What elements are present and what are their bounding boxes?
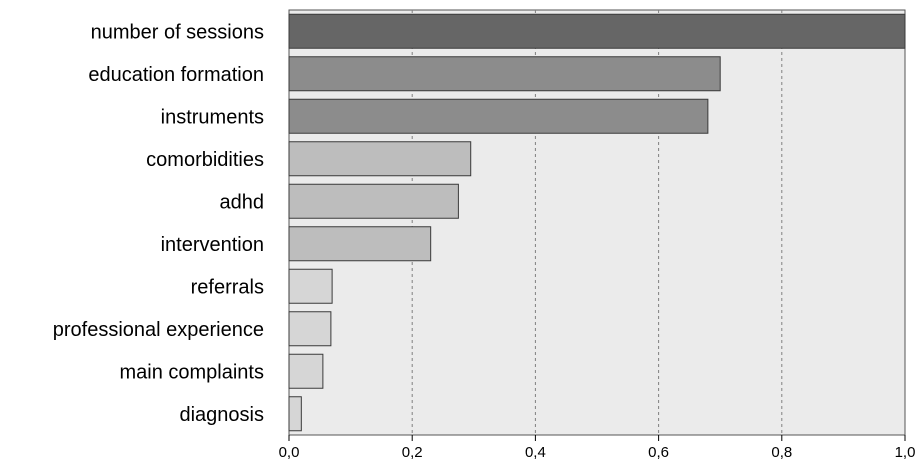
bars — [288, 13, 906, 432]
category-label: diagnosis — [179, 404, 264, 426]
x-tick-label: 0,4 — [525, 444, 546, 461]
category-label: comorbidities — [146, 149, 264, 171]
category-label: education formation — [88, 64, 264, 86]
category-label: main complaints — [119, 361, 264, 383]
category-label: number of sessions — [91, 21, 264, 43]
x-tick-label: 0,2 — [402, 444, 423, 461]
category-label: instruments — [161, 106, 264, 128]
x-tick-label: 0,0 — [279, 444, 300, 461]
category-label: referrals — [191, 276, 264, 298]
category-label: adhd — [220, 191, 265, 213]
bar — [288, 396, 302, 432]
x-axis: 0,0 0,2 0,4 0,6 0,8 1,0 — [279, 435, 916, 461]
x-tick-label: 0,6 — [648, 444, 669, 461]
category-label: professional experience — [53, 319, 264, 341]
bar — [288, 56, 721, 92]
x-tick-label: 0,8 — [771, 444, 792, 461]
bar — [288, 13, 906, 49]
bar — [288, 98, 709, 134]
category-labels: number of sessions education formation ins… — [53, 21, 264, 426]
bar — [288, 183, 459, 219]
bar — [288, 268, 333, 304]
bar — [288, 141, 472, 177]
category-label: intervention — [161, 234, 264, 256]
x-tick-label: 1,0 — [895, 444, 916, 461]
bar — [288, 311, 332, 347]
bar — [288, 226, 432, 262]
bar — [288, 353, 324, 389]
gridlines — [411, 10, 783, 435]
